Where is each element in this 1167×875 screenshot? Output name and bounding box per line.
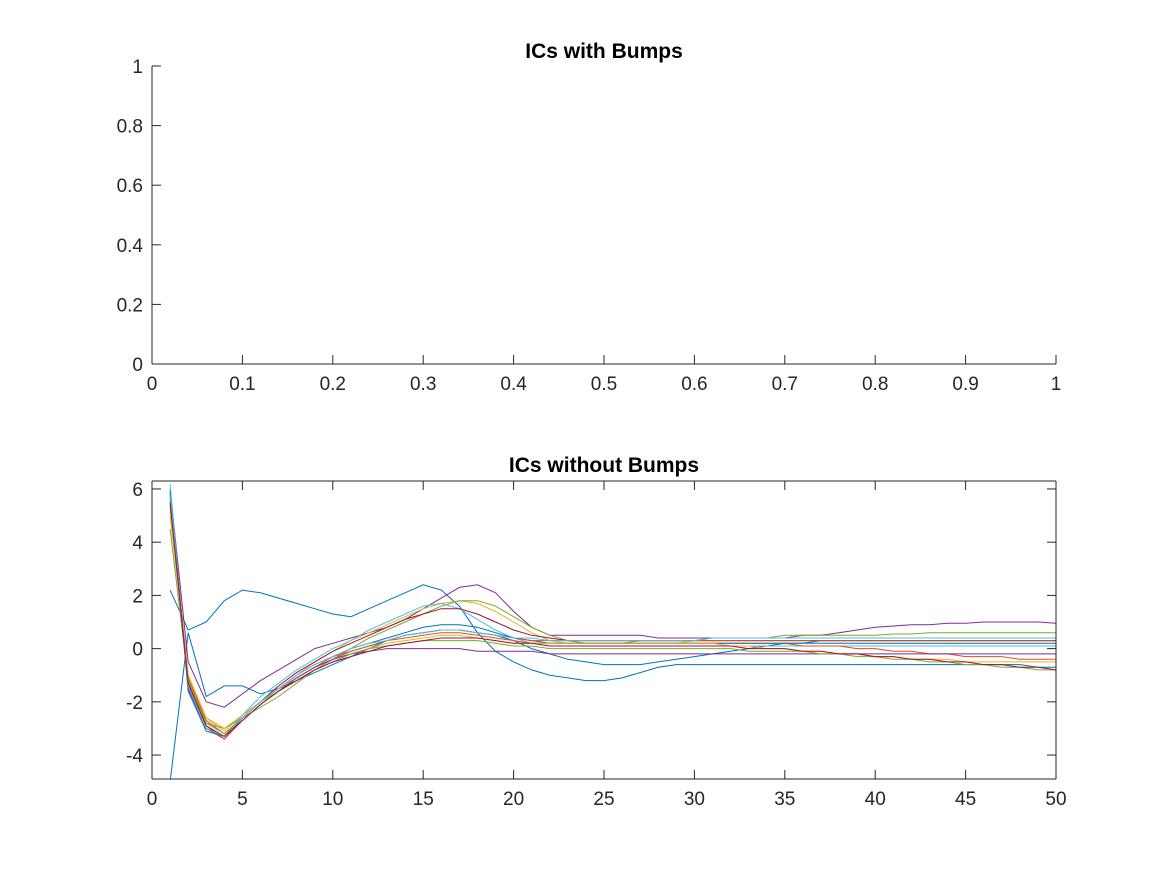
y-tick-label: 0 xyxy=(132,355,143,376)
y-tick-label: -2 xyxy=(126,693,143,714)
y-tick-label: 0.4 xyxy=(117,236,144,257)
y-tick-label: -4 xyxy=(126,746,143,767)
x-tick-label: 40 xyxy=(865,789,886,810)
series-line-5 xyxy=(169,528,1056,729)
y-tick-label: 0.8 xyxy=(117,117,143,138)
series-line-8 xyxy=(169,499,1056,740)
x-tick-label: 0.3 xyxy=(410,374,436,395)
y-tick-label: 2 xyxy=(132,586,143,607)
x-tick-label: 0.5 xyxy=(591,374,617,395)
x-tick-label: 15 xyxy=(413,789,434,810)
series-line-12 xyxy=(169,496,1056,737)
x-tick-label: 5 xyxy=(237,789,248,810)
x-tick-label: 0.2 xyxy=(320,374,346,395)
series-line-2 xyxy=(169,629,1056,779)
y-tick-label: 6 xyxy=(132,480,143,501)
x-tick-label: 0.4 xyxy=(500,374,527,395)
series-line-1 xyxy=(169,584,1056,682)
x-tick-label: 0.6 xyxy=(681,374,707,395)
y-tick-label: 1 xyxy=(132,57,143,78)
series-line-14 xyxy=(169,494,1056,737)
x-tick-label: 25 xyxy=(593,789,614,810)
axes-ics-without-bumps: 0 5 10 15 20 25 30 35 40 45 50 -4 -2 0 2 4 6 ICs without … xyxy=(126,454,1066,810)
x-tick-label: 0.9 xyxy=(952,374,978,395)
series-line-4 xyxy=(169,502,1056,732)
x-tick-label: 50 xyxy=(1045,789,1066,810)
x-tick-label: 0 xyxy=(147,374,158,395)
x-tick-label: 10 xyxy=(322,789,343,810)
x-tick-label: 0 xyxy=(147,789,158,810)
chart-title: ICs without Bumps xyxy=(509,454,699,477)
series-line-3 xyxy=(169,488,1056,708)
x-tick-label: 45 xyxy=(955,789,976,810)
x-tick-label: 35 xyxy=(774,789,795,810)
y-tick-label: 0.2 xyxy=(117,295,143,316)
axes-ics-with-bumps: 0 0.1 0.2 0.3 0.4 0.5 0.6 0.7 0.8 0.9 1 0 0.2 0.4 0.6 0… xyxy=(117,40,1062,395)
x-tick-label: 20 xyxy=(503,789,524,810)
y-tick-label: 4 xyxy=(132,533,143,554)
x-tick-label: 1 xyxy=(1051,374,1062,395)
x-tick-label: 0.7 xyxy=(772,374,798,395)
series-group xyxy=(169,483,1056,779)
series-line-10 xyxy=(169,507,1056,735)
x-tick-label: 0.8 xyxy=(862,374,888,395)
series-line-13 xyxy=(169,504,1056,735)
x-tick-label: 30 xyxy=(684,789,705,810)
chart-title: ICs with Bumps xyxy=(525,40,683,63)
series-line-11 xyxy=(169,515,1056,729)
series-line-15 xyxy=(169,502,1056,738)
series-line-6 xyxy=(169,483,1056,738)
y-tick-label: 0 xyxy=(132,640,143,661)
series-line-7 xyxy=(169,494,1056,740)
y-tick-label: 0.6 xyxy=(117,176,143,197)
series-line-9 xyxy=(169,491,1056,737)
x-tick-label: 0.1 xyxy=(229,374,255,395)
